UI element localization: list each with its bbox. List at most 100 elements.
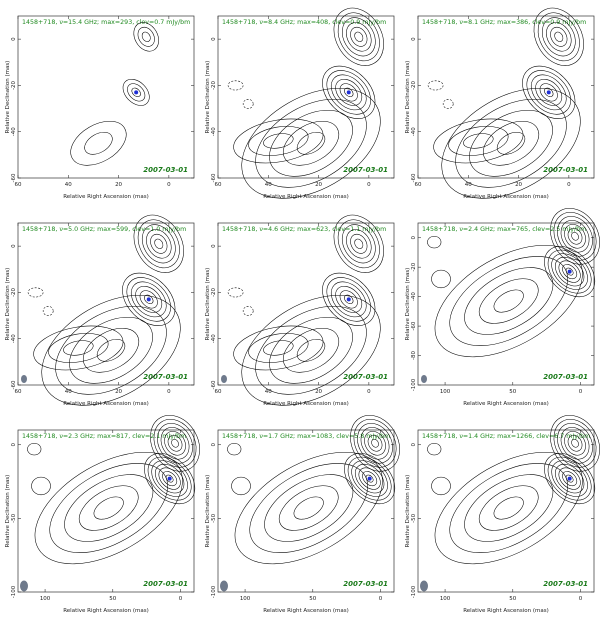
y-tick-label: -20 xyxy=(411,262,417,271)
core-marker xyxy=(167,476,172,481)
contour-line xyxy=(358,467,381,490)
y-tick-label: -60 xyxy=(211,173,217,182)
contour-line xyxy=(337,219,380,269)
contour-panel: 100 50 0 0 -20 -40 -60 -80 -100 Relative Right As… xyxy=(400,207,600,414)
x-tick-label: 40 xyxy=(265,389,272,395)
y-tick-label: -100 xyxy=(411,585,417,598)
contour-line xyxy=(493,496,524,520)
contour-line xyxy=(158,467,181,490)
contour-line xyxy=(553,212,597,261)
contour-line xyxy=(346,229,372,259)
contour-line xyxy=(137,219,180,269)
core-marker xyxy=(567,476,572,481)
contour-line xyxy=(241,294,381,406)
y-axis-label: Relative Declination (mas) xyxy=(405,61,411,134)
contour-line xyxy=(427,235,442,249)
contour-line xyxy=(541,17,576,57)
y-tick-label: -20 xyxy=(211,287,217,296)
y-axis-label: Relative Declination (mas) xyxy=(5,268,11,341)
panel-title: 1458+718, ν=5.0 GHz; max=599, clev=1.0 m… xyxy=(22,226,186,233)
contour-line xyxy=(165,474,174,483)
contour-panel: 100 50 0 0 -50 -100 Relative Right Ascension (… xyxy=(400,414,600,621)
beam-ellipse xyxy=(221,375,227,383)
contour-line xyxy=(283,120,340,166)
contour-line xyxy=(371,438,379,448)
contour-plot: 60 40 20 0 0 -20 -40 -60 Relative Right Ascensio… xyxy=(205,7,395,200)
contour-line xyxy=(539,83,558,102)
x-tick-label: 40 xyxy=(465,182,472,188)
contour-line xyxy=(164,431,186,456)
contour-line xyxy=(434,451,583,565)
contour-line xyxy=(353,419,397,468)
contour-line xyxy=(64,474,154,542)
contour-line xyxy=(478,485,539,531)
x-axis-label: Relative Right Ascension (mas) xyxy=(63,608,149,614)
contour-line xyxy=(550,208,600,265)
contour-plot: 60 40 20 0 0 -20 -40 -60 Relative Right Ascensio… xyxy=(5,214,195,407)
y-tick-label: -60 xyxy=(411,173,417,182)
contour-line xyxy=(330,281,367,318)
contour-line xyxy=(69,316,153,384)
y-tick-label: -60 xyxy=(211,380,217,389)
x-tick-label: 100 xyxy=(440,596,451,602)
x-tick-label: 60 xyxy=(415,182,422,188)
core-marker xyxy=(146,297,151,302)
contour-line xyxy=(337,12,380,62)
contour-set xyxy=(27,415,200,565)
contour-line xyxy=(126,277,171,322)
y-tick-label: 0 xyxy=(211,442,217,446)
panel-title: 1458+718, ν=8.1 GHz; max=386, clev=0.9 m… xyxy=(422,19,586,26)
contour-line xyxy=(248,126,309,156)
y-tick-label: 0 xyxy=(211,244,217,248)
contour-plot: 100 50 0 0 -20 -40 -60 -80 -100 Relative Right As… xyxy=(405,208,600,407)
x-tick-label: 40 xyxy=(65,389,72,395)
negative-contour xyxy=(442,99,454,109)
beam-ellipse xyxy=(220,580,228,592)
contour-line xyxy=(562,471,578,487)
contour-line xyxy=(565,267,574,276)
contour-line xyxy=(83,327,140,373)
y-tick-label: -20 xyxy=(211,80,217,89)
contour-line xyxy=(147,456,192,501)
contour-line xyxy=(241,87,381,199)
contour-line xyxy=(133,22,159,52)
contour-line xyxy=(449,463,568,553)
contour-line xyxy=(122,272,176,326)
contour-set xyxy=(227,7,384,199)
contour-line xyxy=(255,305,367,395)
contour-line xyxy=(141,224,176,264)
x-axis-label: Relative Right Ascension (mas) xyxy=(63,401,149,407)
x-tick-label: 0 xyxy=(367,389,371,395)
x-tick-label: 0 xyxy=(579,389,583,395)
contour-panel: 60 40 20 0 0 -20 -40 -60 Relative Right Ascensio… xyxy=(0,207,200,414)
contour-line xyxy=(496,132,526,155)
y-tick-label: -20 xyxy=(11,80,17,89)
x-tick-label: 0 xyxy=(567,182,571,188)
panel-title: 1458+718, ν=15.4 GHz; max=293, clev=0.7 … xyxy=(22,19,190,26)
contour-line xyxy=(427,442,442,456)
contour-line xyxy=(227,442,242,456)
contour-line xyxy=(434,244,583,358)
negative-contour xyxy=(242,306,254,316)
panel-title: 1458+718, ν=4.6 GHz; max=623, clev=1.1 m… xyxy=(222,226,386,233)
x-tick-label: 100 xyxy=(40,596,51,602)
y-tick-label: 0 xyxy=(211,37,217,41)
contour-line xyxy=(333,214,384,273)
contour-line xyxy=(248,333,309,363)
contour-line xyxy=(550,26,568,47)
contour-line xyxy=(70,120,127,166)
contour-line xyxy=(63,340,94,356)
contour-set xyxy=(427,7,584,199)
contour-line xyxy=(533,7,584,66)
x-tick-label: 0 xyxy=(367,182,371,188)
y-tick-label: -40 xyxy=(411,127,417,136)
contour-line xyxy=(571,231,579,241)
contour-line xyxy=(537,12,580,62)
contour-line xyxy=(41,294,181,406)
contour-line xyxy=(131,87,141,98)
observation-date: 2007-03-01 xyxy=(343,580,388,588)
contour-line xyxy=(48,333,109,363)
contour-line xyxy=(27,442,42,456)
x-tick-label: 60 xyxy=(15,182,22,188)
contour-line xyxy=(269,109,353,177)
